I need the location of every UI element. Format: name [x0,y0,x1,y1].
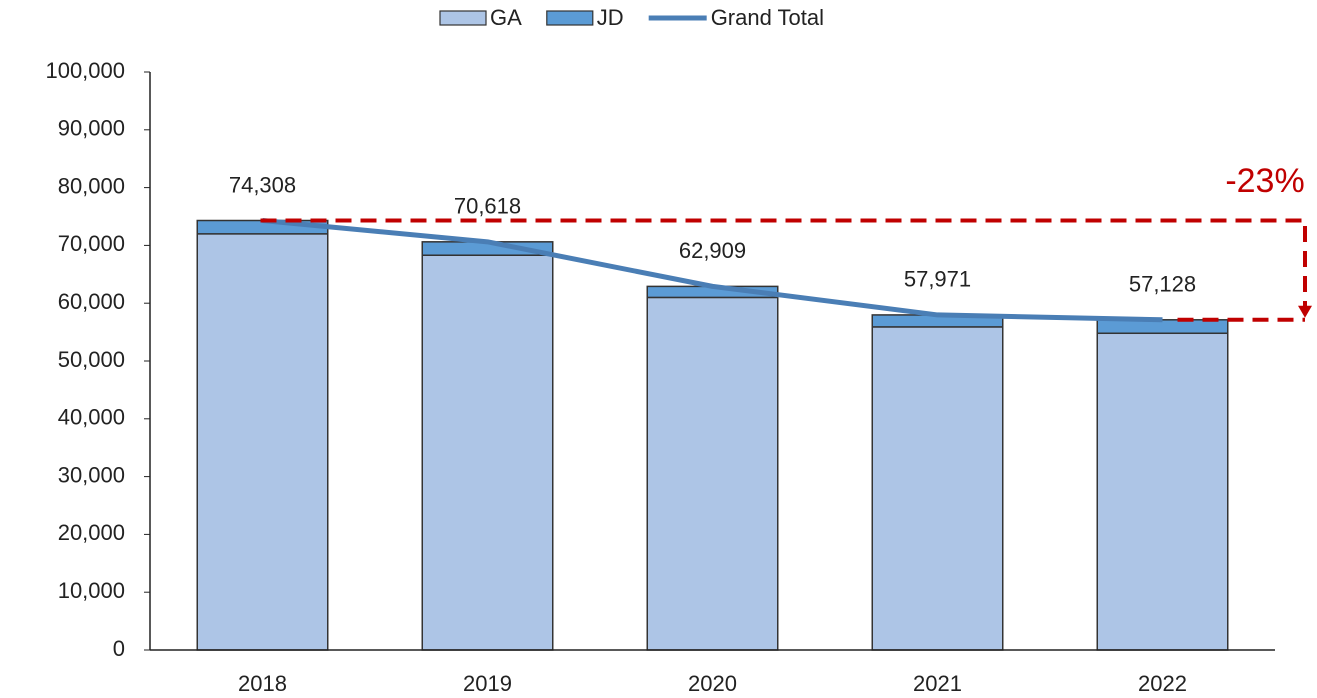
y-tick-label: 50,000 [58,347,125,372]
data-label: 57,971 [904,267,971,292]
x-tick-label: 2019 [463,671,512,696]
bar-segment [871,326,1004,651]
annotation-arrow [1298,305,1312,318]
legend-label: JD [597,5,624,30]
legend-label: GA [490,5,522,30]
annotation: -23% [1225,162,1304,200]
bar-segment [1096,332,1229,651]
x-tick-label: 2021 [913,671,962,696]
y-tick-label: 90,000 [58,116,125,141]
y-tick-label: 0 [113,636,125,661]
y-tick-label: 10,000 [58,578,125,603]
legend-label: Grand Total [711,5,824,30]
y-tick-label: 60,000 [58,289,125,314]
annotation-bracket [260,218,1307,308]
bar-segment [646,296,779,651]
x-tick-label: 2022 [1138,671,1187,696]
data-label: 62,909 [679,238,746,263]
data-label: 57,128 [1129,272,1196,297]
data-label: 74,308 [229,172,296,197]
y-tick-label: 70,000 [58,231,125,256]
data-label: 70,618 [454,194,521,219]
bar-segment [196,233,329,651]
y-tick-label: 40,000 [58,405,125,430]
x-tick-label: 2018 [238,671,287,696]
y-tick-label: 20,000 [58,520,125,545]
legend-swatch [439,10,487,26]
legend-swatch [546,10,594,26]
x-tick-label: 2020 [688,671,737,696]
y-tick-label: 30,000 [58,462,125,487]
y-tick-label: 80,000 [58,173,125,198]
y-tick-label: 100,000 [45,58,125,83]
bar-segment [1096,319,1229,335]
line-series [262,218,1163,323]
bar-segment [421,254,554,651]
